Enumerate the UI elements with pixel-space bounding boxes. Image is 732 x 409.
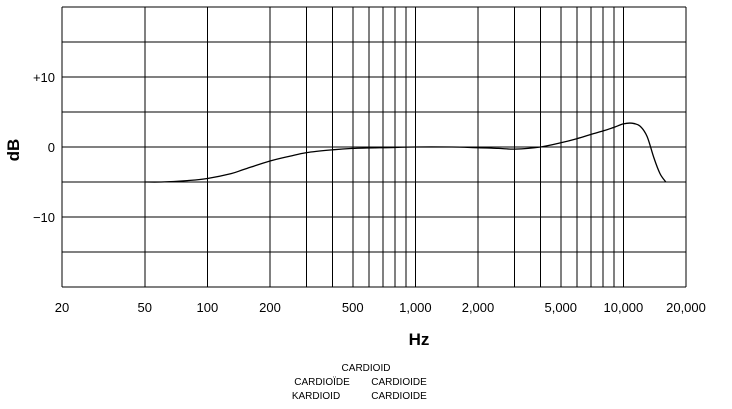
y-tick-label: +10: [33, 70, 55, 85]
y-axis-label: dB: [4, 139, 23, 162]
x-tick-label: 20: [55, 300, 69, 315]
x-tick-label: 10,000: [604, 300, 644, 315]
grid: [61, 6, 687, 288]
x-tick-label: 200: [259, 300, 281, 315]
curve-layer: [144, 122, 667, 183]
x-axis-label: Hz: [409, 330, 430, 349]
x-tick-label: 2,000: [462, 300, 495, 315]
y-tick-label: −10: [33, 210, 55, 225]
x-tick-label: 1,000: [399, 300, 432, 315]
x-tick-label: 50: [138, 300, 152, 315]
frequency-response-curve: [144, 122, 667, 183]
pattern-label-cardioide-it: CARDIOIDE: [371, 377, 427, 388]
x-tick-label: 5,000: [544, 300, 577, 315]
y-tick-label: 0: [48, 140, 55, 155]
x-tick-label: 100: [197, 300, 219, 315]
pattern-label-cardioide-fr: CARDIOÏDE: [294, 376, 350, 388]
x-tick-label: 20,000: [666, 300, 706, 315]
pattern-label-cardioide-es: CARDIOIDE: [371, 391, 427, 402]
x-tick-label: 500: [342, 300, 364, 315]
pattern-label-kardioid: KARDIOID: [292, 391, 340, 402]
tick-labels: 20 50 100 200 500 1,000 2,000 5,000 10,000 20,000…: [33, 70, 706, 315]
pattern-label-cardioid: CARDIOID: [342, 363, 391, 374]
